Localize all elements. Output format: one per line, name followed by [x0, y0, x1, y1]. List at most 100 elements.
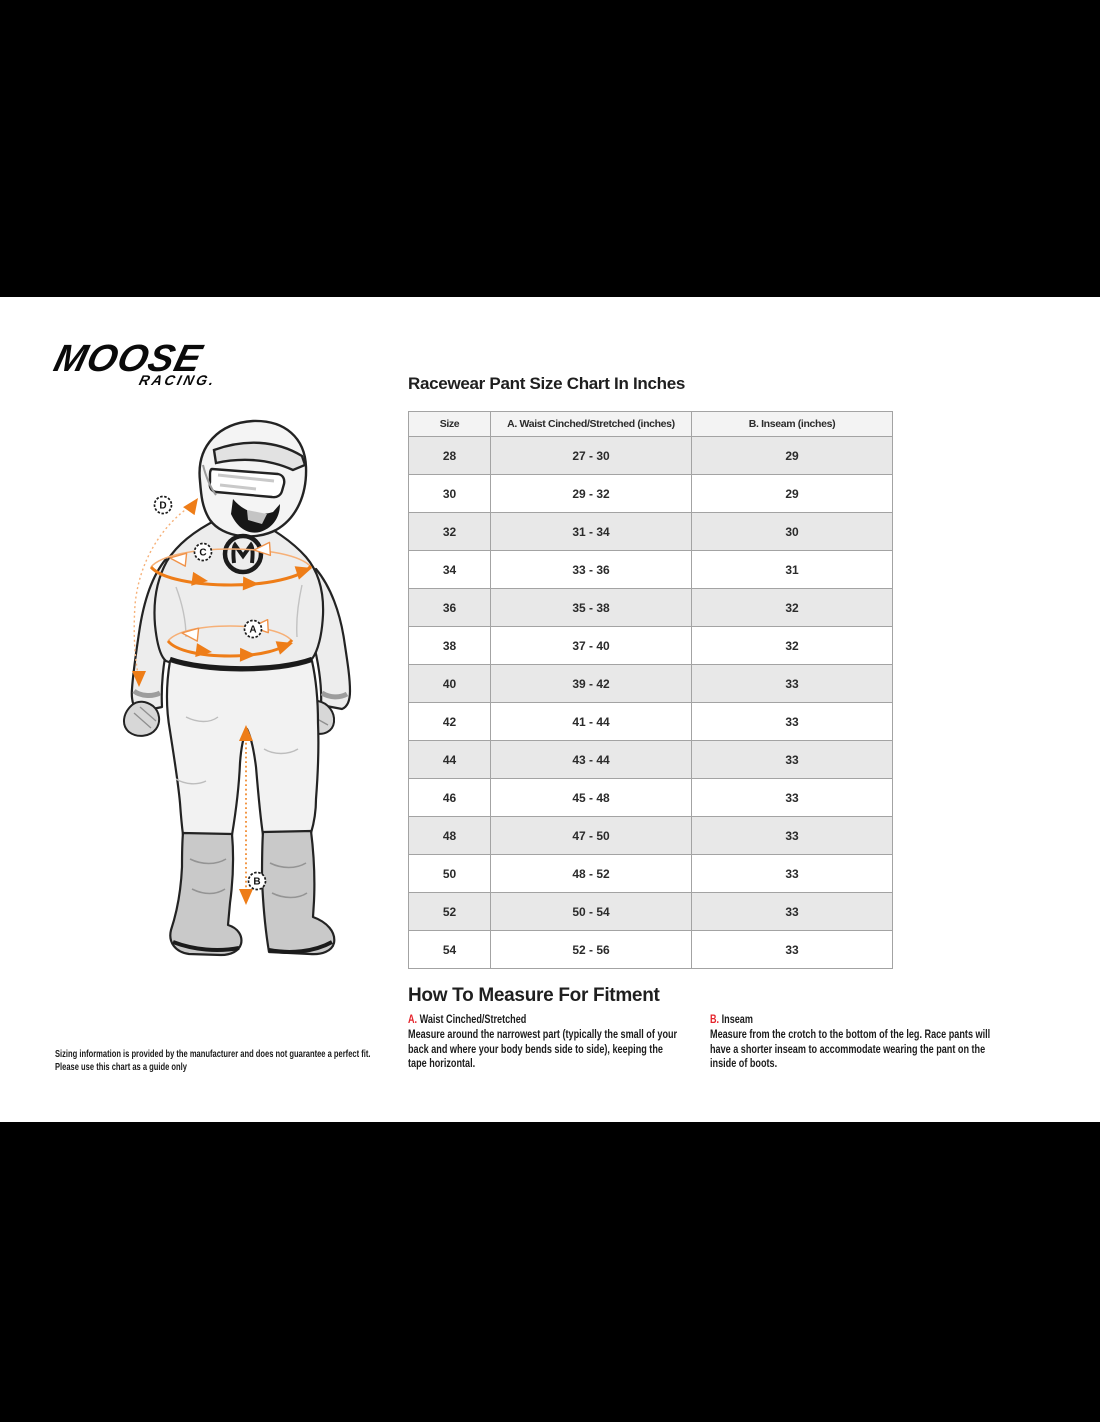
section-letter: A. — [408, 1014, 420, 1026]
table-cell: 54 — [408, 930, 491, 969]
column-header: A. Waist Cinched/Stretched (inches) — [490, 411, 692, 437]
open-arrowheads — [169, 541, 272, 642]
how-to-title: How To Measure For Fitment — [408, 985, 660, 1006]
table-cell: 50 — [408, 854, 491, 893]
pants-wrinkles — [175, 716, 299, 785]
label-waist: A — [249, 625, 256, 636]
jersey-moose-logo — [222, 533, 264, 575]
table-cell: 45 - 48 — [490, 778, 692, 817]
table-row: 42 41 - 44 33 — [408, 702, 893, 741]
section-text: Measure from the crotch to the bottom of… — [710, 1029, 991, 1070]
label-height: D — [159, 501, 166, 512]
content-area: MOOSE RACING. — [0, 297, 1100, 1122]
disclaimer-line1: Sizing information is provided by the ma… — [55, 1048, 371, 1060]
table-cell: 30 — [408, 474, 491, 513]
size-chart-title: Racewear Pant Size Chart In Inches — [408, 374, 686, 393]
column-header: B. Inseam (inches) — [691, 411, 893, 437]
boot-sole — [172, 940, 240, 952]
table-cell: 32 — [408, 512, 491, 551]
boot-sole — [268, 940, 333, 954]
table-cell: 30 — [691, 512, 893, 551]
solid-arrowheads — [132, 498, 312, 905]
table-cell: 46 — [408, 778, 491, 817]
table-row: 40 39 - 42 33 — [408, 664, 893, 703]
table-cell: 29 - 32 — [490, 474, 692, 513]
table-cell: 31 — [691, 550, 893, 589]
table-cell: 52 — [408, 892, 491, 931]
table-cell: 37 - 40 — [490, 626, 692, 665]
table-cell: 33 — [691, 930, 893, 969]
rider-cuff — [320, 690, 349, 700]
brand-subname: RACING. — [137, 372, 219, 388]
table-cell: 32 — [691, 588, 893, 627]
measurement-diagram: C A D B — [123, 419, 352, 957]
table-cell: 33 — [691, 816, 893, 855]
disclaimer-text: Sizing information is provided by the ma… — [55, 1048, 393, 1074]
helmet-visor — [212, 441, 307, 472]
table-row: 28 27 - 30 29 — [408, 436, 893, 475]
table-cell: 38 — [408, 626, 491, 665]
table-cell: 48 — [408, 816, 491, 855]
rider-boots — [169, 829, 336, 957]
helmet-goggles — [208, 467, 286, 499]
label-chest: C — [199, 548, 206, 559]
table-cell: 33 — [691, 702, 893, 741]
letterbox-top — [0, 0, 1100, 297]
table-header-row: Size A. Waist Cinched/Stretched (inches) B… — [408, 411, 893, 437]
table-cell: 50 - 54 — [490, 892, 692, 931]
table-cell: 33 — [691, 664, 893, 703]
helmet-streak — [202, 464, 217, 496]
rider-jersey — [153, 517, 325, 671]
table-cell: 52 - 56 — [490, 930, 692, 969]
table-cell: 39 - 42 — [490, 664, 692, 703]
table-cell: 47 - 50 — [490, 816, 692, 855]
table-cell: 33 — [691, 740, 893, 779]
table-cell: 33 — [691, 778, 893, 817]
section-letter: B. — [710, 1014, 722, 1026]
height-measure-curve — [133, 504, 193, 680]
rider-pants — [165, 659, 320, 837]
table-cell: 36 — [408, 588, 491, 627]
goggle-shine — [217, 473, 275, 491]
letterbox-bottom — [0, 1122, 1100, 1422]
label-inseam: B — [253, 877, 260, 888]
table-cell: 31 - 34 — [490, 512, 692, 551]
table-cell: 32 — [691, 626, 893, 665]
section-heading: A. Waist Cinched/Stretched — [408, 1013, 681, 1027]
table-cell: 28 — [408, 436, 491, 475]
table-cell: 35 - 38 — [490, 588, 692, 627]
table-row: 48 47 - 50 33 — [408, 816, 893, 855]
helmet-vent — [247, 510, 267, 524]
table-cell: 40 — [408, 664, 491, 703]
table-cell: 33 - 36 — [490, 550, 692, 589]
rider-cuff — [132, 688, 162, 698]
section-name: Waist Cinched/Stretched — [419, 1014, 527, 1026]
table-cell: 29 — [691, 474, 893, 513]
table-row: 32 31 - 34 30 — [408, 512, 893, 551]
section-name: Inseam — [721, 1014, 753, 1026]
brand-name: MOOSE — [49, 338, 207, 380]
table-cell: 29 — [691, 436, 893, 475]
table-cell: 48 - 52 — [490, 854, 692, 893]
table-cell: 43 - 44 — [490, 740, 692, 779]
diagram-labels: C A D B — [153, 495, 267, 891]
brand-logo: MOOSE RACING. — [50, 338, 220, 388]
table-cell: 34 — [408, 550, 491, 589]
how-to-section-inseam: B. Inseam Measure from the crotch to the … — [710, 1013, 990, 1072]
size-chart-table: Size A. Waist Cinched/Stretched (inches) B… — [408, 411, 893, 969]
table-row: 30 29 - 32 29 — [408, 474, 893, 513]
table-cell: 44 — [408, 740, 491, 779]
disclaimer-line2: Please use this chart as a guide only — [55, 1061, 187, 1073]
table-row: 50 48 - 52 33 — [408, 854, 893, 893]
table-row: 52 50 - 54 33 — [408, 892, 893, 931]
how-to-section-waist: A. Waist Cinched/Stretched Measure around… — [408, 1013, 681, 1072]
column-header: Size — [408, 411, 491, 437]
table-cell: 41 - 44 — [490, 702, 692, 741]
table-cell: 27 - 30 — [490, 436, 692, 475]
table-row: 36 35 - 38 32 — [408, 588, 893, 627]
table-row: 38 37 - 40 32 — [408, 626, 893, 665]
table-row: 44 43 - 44 33 — [408, 740, 893, 779]
table-row: 54 52 - 56 33 — [408, 930, 893, 969]
table-row: 46 45 - 48 33 — [408, 778, 893, 817]
boot-details — [189, 858, 308, 899]
